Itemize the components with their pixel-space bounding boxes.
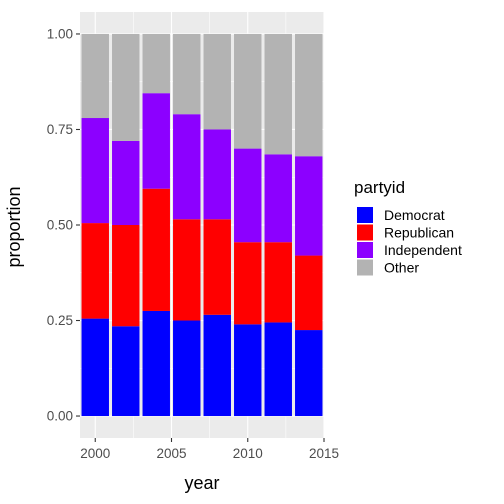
bar-segment-republican [295,256,322,331]
bar-segment-independent [143,93,170,189]
x-axis-title: year [184,473,219,493]
bar-segment-other [173,34,200,114]
x-tick-label: 2005 [156,446,186,461]
bar-segment-independent [295,156,322,255]
legend-key-other [357,260,373,276]
bar-segment-democrat [82,319,109,416]
x-axis: 2000 2005 2010 2015 [80,438,339,461]
bar-segment-other [295,34,322,156]
legend-key-republican [357,225,373,241]
legend-title: partyid [354,178,405,197]
bar-segment-republican [265,242,292,322]
bar-segment-other [82,34,109,118]
bar-segment-independent [112,141,139,225]
x-tick-label: 2010 [233,446,263,461]
bar-segment-democrat [234,324,261,416]
bar-segment-democrat [173,321,200,417]
y-axis: 0.00 0.25 0.50 0.75 1.00 [47,26,80,423]
legend-label-republican: Republican [384,225,454,241]
bar-segment-republican [204,219,231,315]
bar-segment-other [143,34,170,93]
bar-segment-independent [234,149,261,243]
bar-segment-democrat [112,326,139,416]
bar-segment-other [234,34,261,149]
legend-key-democrat [357,207,373,223]
legend-label-democrat: Democrat [384,207,445,223]
y-axis-title: proportion [4,186,24,267]
bar-segment-democrat [295,330,322,416]
y-tick-label: 0.25 [47,313,73,328]
bar-segment-democrat [204,315,231,416]
bar-segment-republican [173,219,200,320]
legend-key-independent [357,242,373,258]
bar-segment-other [112,34,139,141]
y-tick-label: 0.00 [47,409,73,424]
y-tick-label: 0.75 [47,122,73,137]
bar-segment-democrat [143,311,170,416]
x-tick-label: 2015 [309,446,339,461]
x-tick-label: 2000 [80,446,110,461]
bar-segment-other [265,34,292,154]
bar-segment-republican [82,223,109,319]
bar-segment-independent [82,118,109,223]
legend-label-other: Other [384,260,419,276]
y-tick-label: 1.00 [47,26,73,41]
bar-segment-independent [265,154,292,242]
y-tick-label: 0.50 [47,218,73,233]
legend-label-independent: Independent [384,242,462,258]
bar-segment-republican [112,225,139,326]
bar-segment-democrat [265,322,292,416]
bar-segment-republican [234,242,261,324]
bar-segment-independent [204,129,231,219]
bar-segment-independent [173,114,200,219]
bar-segment-other [204,34,231,130]
bar-segment-republican [143,189,170,311]
